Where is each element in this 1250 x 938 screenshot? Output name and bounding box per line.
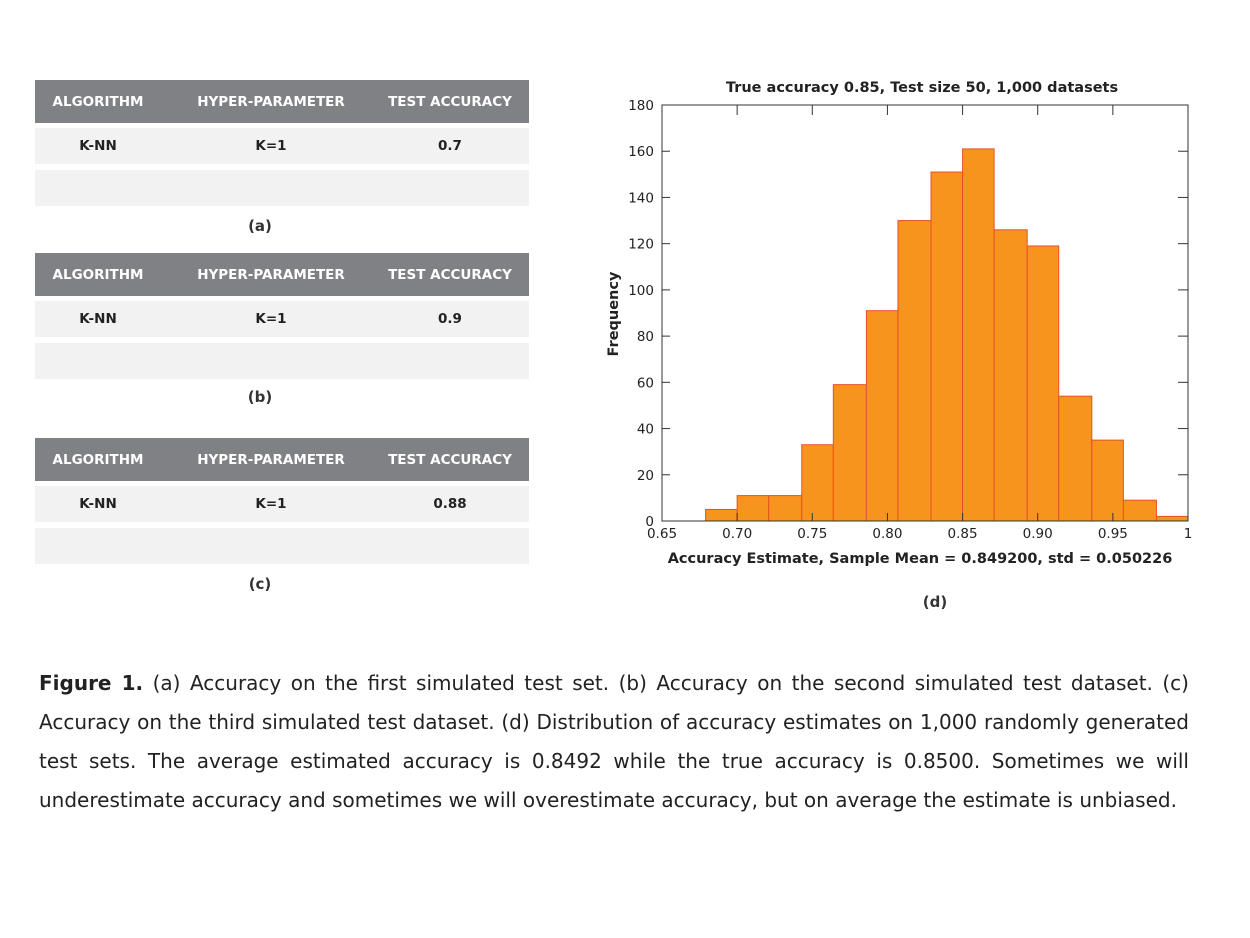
histogram-bar-4 <box>832 384 867 522</box>
histogram-chart: True accuracy 0.85, Test size 50, 1,000 … <box>606 80 1192 611</box>
header-algorithm: ALGORITHM <box>52 266 144 283</box>
cell-hyper-parameter: K=1 <box>255 138 287 154</box>
x-tick-label: 0.85 <box>948 526 978 542</box>
histogram-bar-6 <box>897 220 932 522</box>
histogram-bar-10 <box>1026 245 1060 522</box>
header-test-accuracy: TEST ACCURACY <box>388 451 512 468</box>
header-test-accuracy: TEST ACCURACY <box>388 266 512 283</box>
table-header: ALGORITHM HYPER-PARAMETER TEST ACCURACY <box>35 438 529 481</box>
cell-hyper-parameter: K=1 <box>255 311 287 327</box>
histogram-bar-8 <box>962 148 995 522</box>
y-tick-label: 100 <box>628 283 654 299</box>
bars-group <box>705 148 1189 522</box>
y-axis-label: Frequency <box>606 271 622 356</box>
cell-test-accuracy: 0.7 <box>438 138 462 154</box>
cell-algorithm: K-NN <box>79 496 117 512</box>
histogram-bar-12 <box>1091 439 1124 522</box>
histogram-bar-2 <box>768 495 803 522</box>
table-row-empty <box>35 170 529 206</box>
table-a: ALGORITHM HYPER-PARAMETER TEST ACCURACY … <box>35 80 529 206</box>
cell-algorithm: K-NN <box>79 138 117 154</box>
y-tick-label: 20 <box>637 468 654 484</box>
x-tick-label: 0.80 <box>872 526 902 542</box>
y-tick-label: 120 <box>628 237 654 253</box>
y-tick-label: 140 <box>628 190 654 206</box>
caption-text: (a) Accuracy on the first simulated test… <box>39 671 1189 812</box>
header-algorithm: ALGORITHM <box>52 451 144 468</box>
cell-test-accuracy: 0.88 <box>433 496 467 512</box>
header-hyper-parameter: HYPER-PARAMETER <box>197 266 345 283</box>
x-tick-label: 1 <box>1184 526 1193 542</box>
cell-test-accuracy: 0.9 <box>438 311 462 327</box>
caption-lead: Figure 1. <box>39 671 144 695</box>
histogram-bar-0 <box>705 508 738 522</box>
subfigure-label-c: (c) <box>248 575 272 593</box>
cell-hyper-parameter: K=1 <box>255 496 287 512</box>
y-tick-label: 80 <box>637 329 654 345</box>
table-header: ALGORITHM HYPER-PARAMETER TEST ACCURACY <box>35 80 529 123</box>
table-header: ALGORITHM HYPER-PARAMETER TEST ACCURACY <box>35 253 529 296</box>
y-tick-label: 0 <box>645 514 654 530</box>
x-tick-label: 0.70 <box>722 526 752 542</box>
subfigure-label-b: (b) <box>247 388 273 406</box>
table-row: K-NN K=1 0.88 <box>35 486 529 522</box>
histogram-bar-1 <box>736 495 770 522</box>
table-row: K-NN K=1 0.7 <box>35 128 529 164</box>
table-row: K-NN K=1 0.9 <box>35 301 529 337</box>
table-b: ALGORITHM HYPER-PARAMETER TEST ACCURACY … <box>35 253 529 379</box>
header-hyper-parameter: HYPER-PARAMETER <box>197 93 345 110</box>
x-tick-label: 0.65 <box>647 526 677 542</box>
header-hyper-parameter: HYPER-PARAMETER <box>197 451 345 468</box>
y-tick-label: 40 <box>637 422 654 438</box>
x-axis-label: Accuracy Estimate, Sample Mean = 0.84920… <box>668 551 1173 567</box>
x-tick-label: 0.95 <box>1098 526 1128 542</box>
y-tick-label: 60 <box>637 375 654 391</box>
chart-title: True accuracy 0.85, Test size 50, 1,000 … <box>726 80 1118 96</box>
histogram-bar-9 <box>993 229 1028 522</box>
ticks-group: 0.65 0.70 0.75 0.80 0.85 0.90 0.95 1 0 20 40 60 80 10… <box>628 98 1192 542</box>
histogram-bar-11 <box>1058 395 1093 522</box>
table-row-empty <box>35 343 529 379</box>
header-algorithm: ALGORITHM <box>52 93 144 110</box>
subfigure-label-d: (d) <box>923 593 947 611</box>
histogram-bar-7 <box>930 171 964 522</box>
histogram-bar-3 <box>801 444 834 522</box>
histogram-bar-5 <box>865 310 899 522</box>
table-row-empty <box>35 528 529 564</box>
x-tick-label: 0.75 <box>797 526 827 542</box>
table-c: ALGORITHM HYPER-PARAMETER TEST ACCURACY … <box>35 438 529 564</box>
plot-frame <box>661 104 1189 522</box>
figure-caption: Figure 1. (a) Accuracy on the first simu… <box>39 664 1189 820</box>
histogram-bar-13 <box>1122 499 1157 522</box>
subfigure-label-a: (a) <box>248 217 272 235</box>
x-tick-label: 0.90 <box>1023 526 1053 542</box>
y-tick-label: 160 <box>628 144 654 160</box>
cell-algorithm: K-NN <box>79 311 117 327</box>
histogram-bar-14 <box>1155 515 1189 522</box>
header-test-accuracy: TEST ACCURACY <box>388 93 512 110</box>
y-tick-label: 180 <box>628 98 654 114</box>
